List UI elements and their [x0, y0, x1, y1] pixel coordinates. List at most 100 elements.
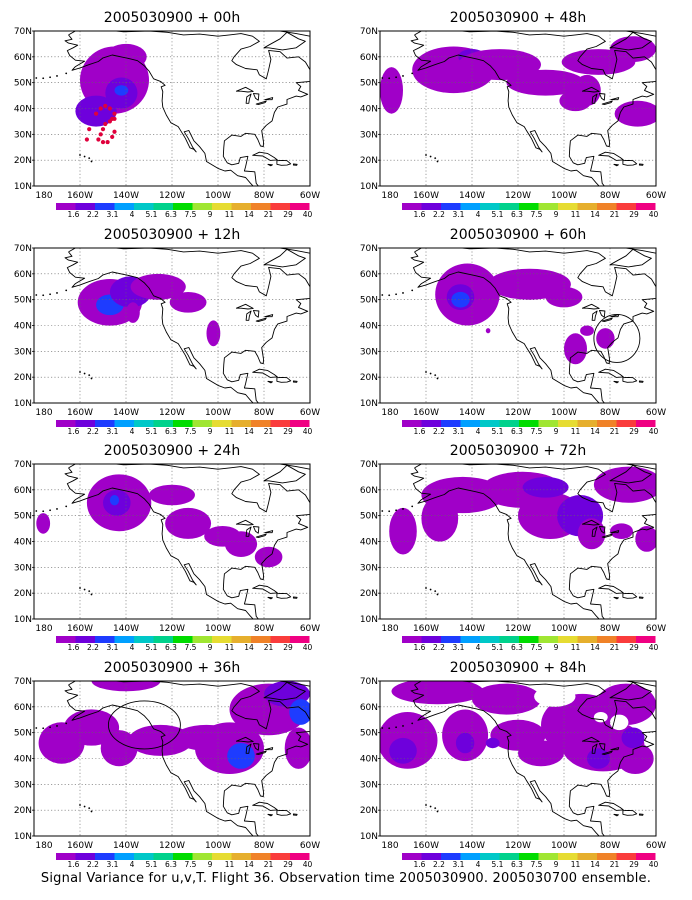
island-outline	[625, 31, 656, 37]
colorbar-label: 2.2	[87, 643, 99, 652]
colorbar-label: 14	[590, 860, 600, 869]
panel-title: 2005030900 + 60h	[450, 227, 586, 243]
panel-48h: 2005030900 + 48h 70N 60N 50N 40N 30N 20N 10N180…	[360, 10, 666, 219]
lon-tick-label: 160W	[67, 624, 93, 634]
colorbar-segment	[114, 853, 134, 860]
variance-contour	[635, 526, 656, 552]
colorbar-label: 7.5	[531, 210, 543, 219]
lat-tick-label: 10N	[14, 182, 32, 192]
island-outline	[598, 801, 624, 811]
panel-12h: 2005030900 + 12h 70N 60N 50N 40N 30N 20N 10N180…	[14, 227, 320, 436]
island-dot	[429, 372, 432, 375]
variance-contour	[545, 286, 583, 308]
colorbar-label: 40	[303, 860, 313, 869]
lat-tick-label: 10N	[14, 832, 32, 842]
colorbar-segment	[75, 203, 95, 210]
island-dot	[381, 510, 384, 512]
island-outline	[279, 31, 310, 37]
lat-tick-label: 40N	[14, 538, 32, 548]
lat-tick-label: 60N	[360, 53, 378, 63]
colorbar-label: 29	[283, 643, 293, 652]
island-dot	[49, 76, 51, 79]
island-dot	[88, 157, 91, 160]
colorbar-segment	[231, 853, 251, 860]
island-dot	[56, 725, 58, 727]
variance-contour	[227, 743, 255, 769]
colorbar-segment	[134, 636, 154, 643]
colorbar-segment	[192, 203, 212, 210]
colorbar-segment	[421, 203, 441, 210]
colorbar-label: 1.6	[68, 643, 80, 652]
colorbar-segment	[577, 420, 597, 427]
colorbar-label: 40	[303, 210, 313, 219]
lat-tick-label: 30N	[14, 130, 32, 140]
colorbar-label: 2.2	[433, 427, 445, 436]
variance-contour	[169, 292, 207, 313]
colorbar-segment	[480, 853, 500, 860]
observation-point	[84, 137, 89, 142]
lat-tick-label: 60N	[360, 486, 378, 496]
coastline	[410, 31, 656, 186]
colorbar-label: 11	[225, 210, 235, 219]
colorbar-label: 40	[649, 643, 659, 652]
observation-point	[100, 127, 106, 132]
island-dot	[436, 377, 439, 380]
colorbar-segment	[95, 203, 115, 210]
map-area	[34, 248, 310, 403]
colorbar-label: 14	[244, 427, 254, 436]
panel-00h: 2005030900 + 00h 70N 60N 50N 40N 30N 20N 10N180…	[14, 10, 327, 219]
island-outline	[279, 464, 310, 470]
lon-tick-label: 120W	[159, 624, 185, 634]
lon-tick-label: 180	[35, 408, 52, 418]
island-outline	[292, 163, 298, 166]
colorbar-segment	[251, 853, 271, 860]
island-dot	[56, 292, 58, 294]
colorbar-label: 6.3	[165, 427, 177, 436]
colorbar-label: 1.6	[414, 210, 426, 219]
island-dot	[402, 725, 404, 727]
island-outline	[638, 813, 644, 816]
lon-tick-label: 60W	[300, 624, 320, 634]
island-dot	[88, 807, 91, 809]
island-outline	[625, 681, 656, 687]
colorbar-label: 14	[244, 643, 254, 652]
colorbar-segment	[441, 203, 461, 210]
lat-tick-label: 40N	[360, 322, 378, 332]
lat-tick-label: 50N	[14, 729, 32, 739]
lake-outline	[598, 310, 606, 318]
island-dot	[381, 77, 384, 79]
colorbar-segment	[558, 203, 578, 210]
colorbar-segment	[56, 853, 76, 860]
colorbar-segment	[134, 853, 154, 860]
variance-contour	[596, 328, 615, 349]
island-dot	[429, 588, 432, 591]
island-outline	[312, 79, 327, 91]
colorbar-segment	[251, 420, 271, 427]
island-dot	[425, 154, 427, 156]
variance-contour	[389, 737, 417, 764]
colorbar-segment	[616, 203, 636, 210]
variance-contour	[614, 100, 656, 127]
lon-tick-label: 140W	[459, 841, 485, 851]
lake-outline	[235, 519, 254, 526]
variance-contour	[380, 67, 403, 114]
colorbar-label: 29	[283, 210, 293, 219]
observation-point	[112, 111, 117, 116]
panel-24h: 2005030900 + 24h 70N 60N 50N 40N 30N 20N 10N180…	[14, 443, 320, 652]
observation-point	[94, 111, 99, 116]
colorbar-segment	[251, 203, 271, 210]
lake-outline	[235, 86, 254, 93]
island-outline	[276, 376, 292, 383]
colorbar-segment	[153, 420, 173, 427]
colorbar-segment	[616, 420, 636, 427]
colorbar-segment	[597, 420, 617, 427]
colorbar-label: 4	[130, 860, 135, 869]
observation-point	[100, 139, 106, 145]
island-outline	[625, 464, 656, 470]
colorbar-segment	[402, 636, 422, 643]
colorbar-segment	[212, 203, 232, 210]
colorbar-label: 6.3	[165, 643, 177, 652]
observation-point	[96, 137, 101, 142]
island-dot	[35, 294, 38, 296]
lon-tick-label: 100W	[205, 624, 231, 634]
